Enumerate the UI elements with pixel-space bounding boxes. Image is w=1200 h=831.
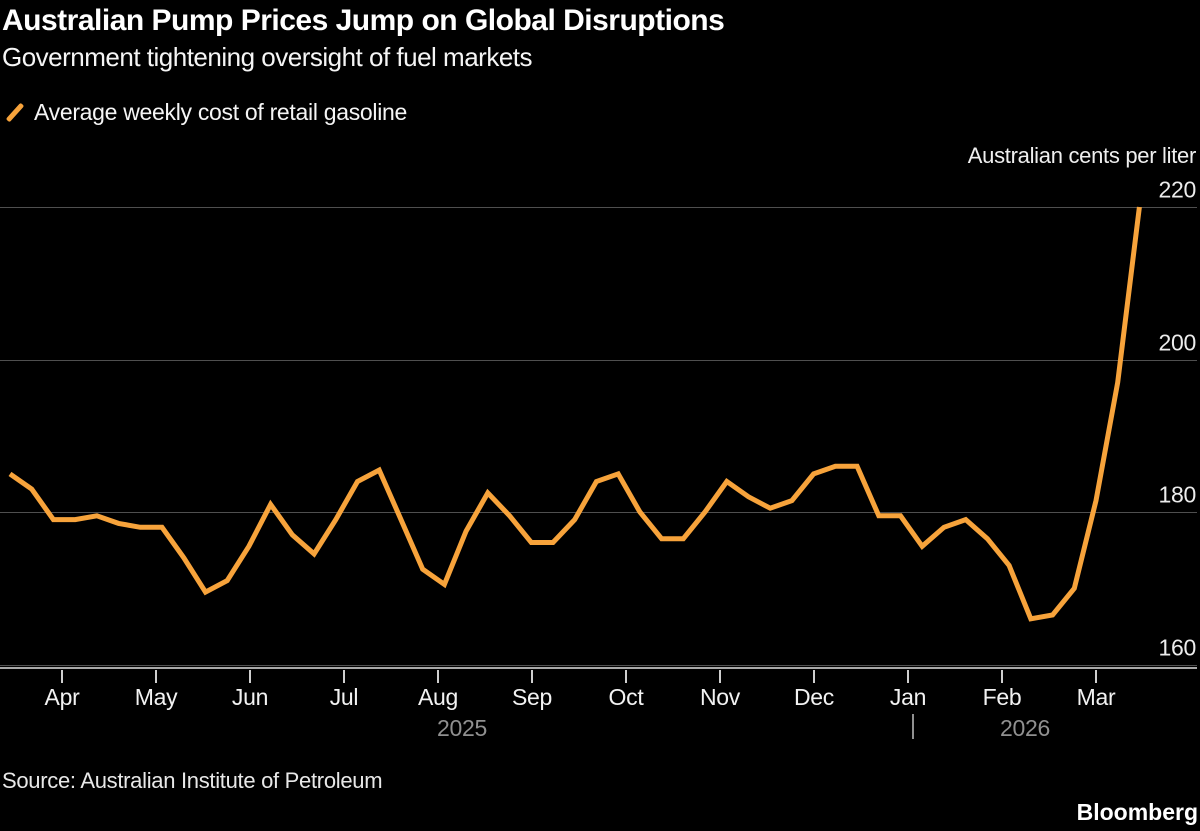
year-divider-tick bbox=[912, 714, 914, 739]
x-tick-label: Nov bbox=[700, 684, 741, 710]
y-tick-label: 160 bbox=[1159, 635, 1196, 661]
price-line bbox=[8, 206, 1142, 622]
chart-title: Australian Pump Prices Jump on Global Di… bbox=[2, 4, 725, 37]
year-label: 2025 bbox=[437, 715, 487, 741]
x-tick-label: Oct bbox=[609, 684, 645, 710]
x-tick-label: Feb bbox=[983, 684, 1022, 710]
x-tick-label: Aug bbox=[418, 684, 458, 710]
x-tick-label: Mar bbox=[1077, 684, 1116, 710]
chart-subtitle: Government tightening oversight of fuel … bbox=[2, 42, 533, 72]
year-label: 2026 bbox=[1000, 715, 1050, 741]
y-axis-unit-label: Australian cents per liter bbox=[967, 143, 1197, 168]
x-tick-label: Jun bbox=[232, 684, 268, 710]
x-tick-label: Jul bbox=[330, 684, 359, 710]
y-tick-label: 180 bbox=[1159, 482, 1196, 508]
x-tick-label: Jan bbox=[890, 684, 926, 710]
x-tick-label: Apr bbox=[45, 684, 81, 710]
x-tick-label: Dec bbox=[794, 684, 834, 710]
x-tick-label: Sep bbox=[512, 684, 552, 710]
legend-label: Average weekly cost of retail gasoline bbox=[34, 98, 407, 125]
source-attribution: Source: Australian Institute of Petroleu… bbox=[2, 768, 383, 793]
legend: Average weekly cost of retail gasoline bbox=[4, 98, 407, 126]
y-tick-label: 220 bbox=[1159, 177, 1196, 203]
x-tick-label: May bbox=[135, 684, 178, 710]
y-tick-label: 200 bbox=[1159, 330, 1196, 356]
bloomberg-logo: Bloomberg bbox=[1076, 799, 1198, 825]
